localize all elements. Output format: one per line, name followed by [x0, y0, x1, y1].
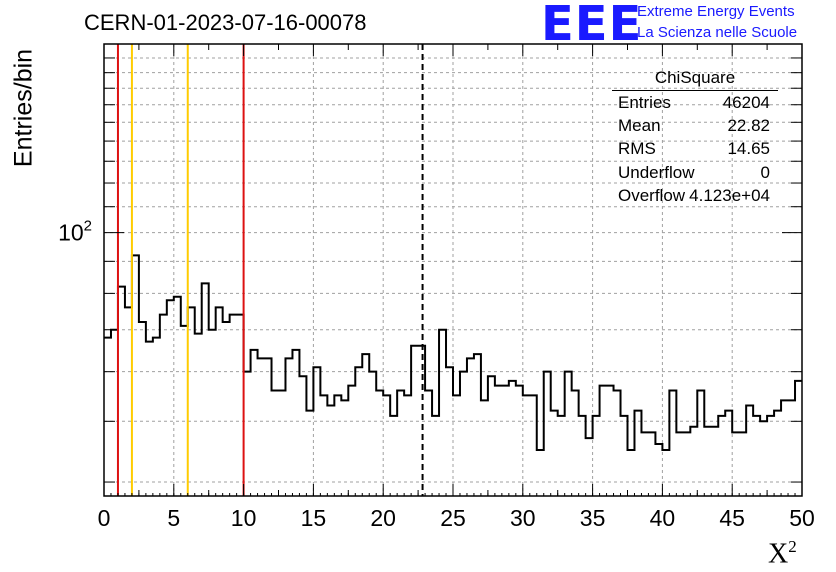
- stat-label-mean: Mean: [618, 116, 661, 135]
- stat-value-rms: 14.65: [727, 139, 770, 158]
- stat-label-underflow: Underflow: [618, 163, 695, 182]
- y-tick-labels: 102: [58, 218, 92, 246]
- y-axis-label: Entries/bin: [9, 48, 38, 168]
- logo-line-2: La Scienza nelle Scuole: [637, 24, 798, 41]
- y-tick-label: 102: [58, 218, 92, 246]
- histogram-steps: [104, 254, 802, 451]
- plot-title: CERN-01-2023-07-16-00078: [84, 10, 367, 35]
- x-tick-label: 50: [789, 505, 815, 531]
- x-axis-label-exponent: 2: [788, 537, 797, 556]
- x-tick-label: 40: [650, 505, 676, 531]
- x-tick-label: 45: [719, 505, 745, 531]
- plot-axes: [103, 43, 803, 497]
- x-tick-label: 30: [510, 505, 536, 531]
- eee-logo: EEE: [541, 0, 643, 52]
- stat-value-underflow: 0: [760, 163, 770, 182]
- x-tick-label: 35: [580, 505, 606, 531]
- x-axis-label: X2: [768, 537, 797, 570]
- x-tick-label: 5: [167, 505, 180, 531]
- y-tick-label-base: 10: [58, 220, 84, 246]
- stat-label-rms: RMS: [618, 139, 656, 158]
- x-tick-labels: 0 5 10 15 20 25 30 35 40 45 50: [98, 505, 815, 531]
- stat-value-entries: 46204: [722, 93, 770, 112]
- stat-label-entries: Entries: [618, 93, 671, 112]
- reference-lines: [116, 44, 424, 496]
- histogram-series: [104, 254, 802, 451]
- x-tick-label: 10: [231, 505, 257, 531]
- stats-divider: [612, 90, 778, 91]
- x-tick-label: 0: [98, 505, 111, 531]
- grid-lines: [104, 43, 802, 496]
- stat-value-overflow: 4.123e+04: [689, 186, 770, 205]
- x-tick-label: 15: [301, 505, 327, 531]
- x-axis-label-base: X: [768, 538, 789, 570]
- stat-value-mean: 22.82: [727, 116, 770, 135]
- y-tick-label-exponent: 2: [84, 218, 92, 235]
- plot-frame: [103, 43, 803, 497]
- x-tick-label: 25: [440, 505, 466, 531]
- stat-label-overflow: Overflow: [618, 186, 686, 205]
- logo-line-1: Extreme Energy Events: [637, 3, 795, 20]
- x-tick-label: 20: [370, 505, 396, 531]
- stats-title: ChiSquare: [654, 68, 736, 87]
